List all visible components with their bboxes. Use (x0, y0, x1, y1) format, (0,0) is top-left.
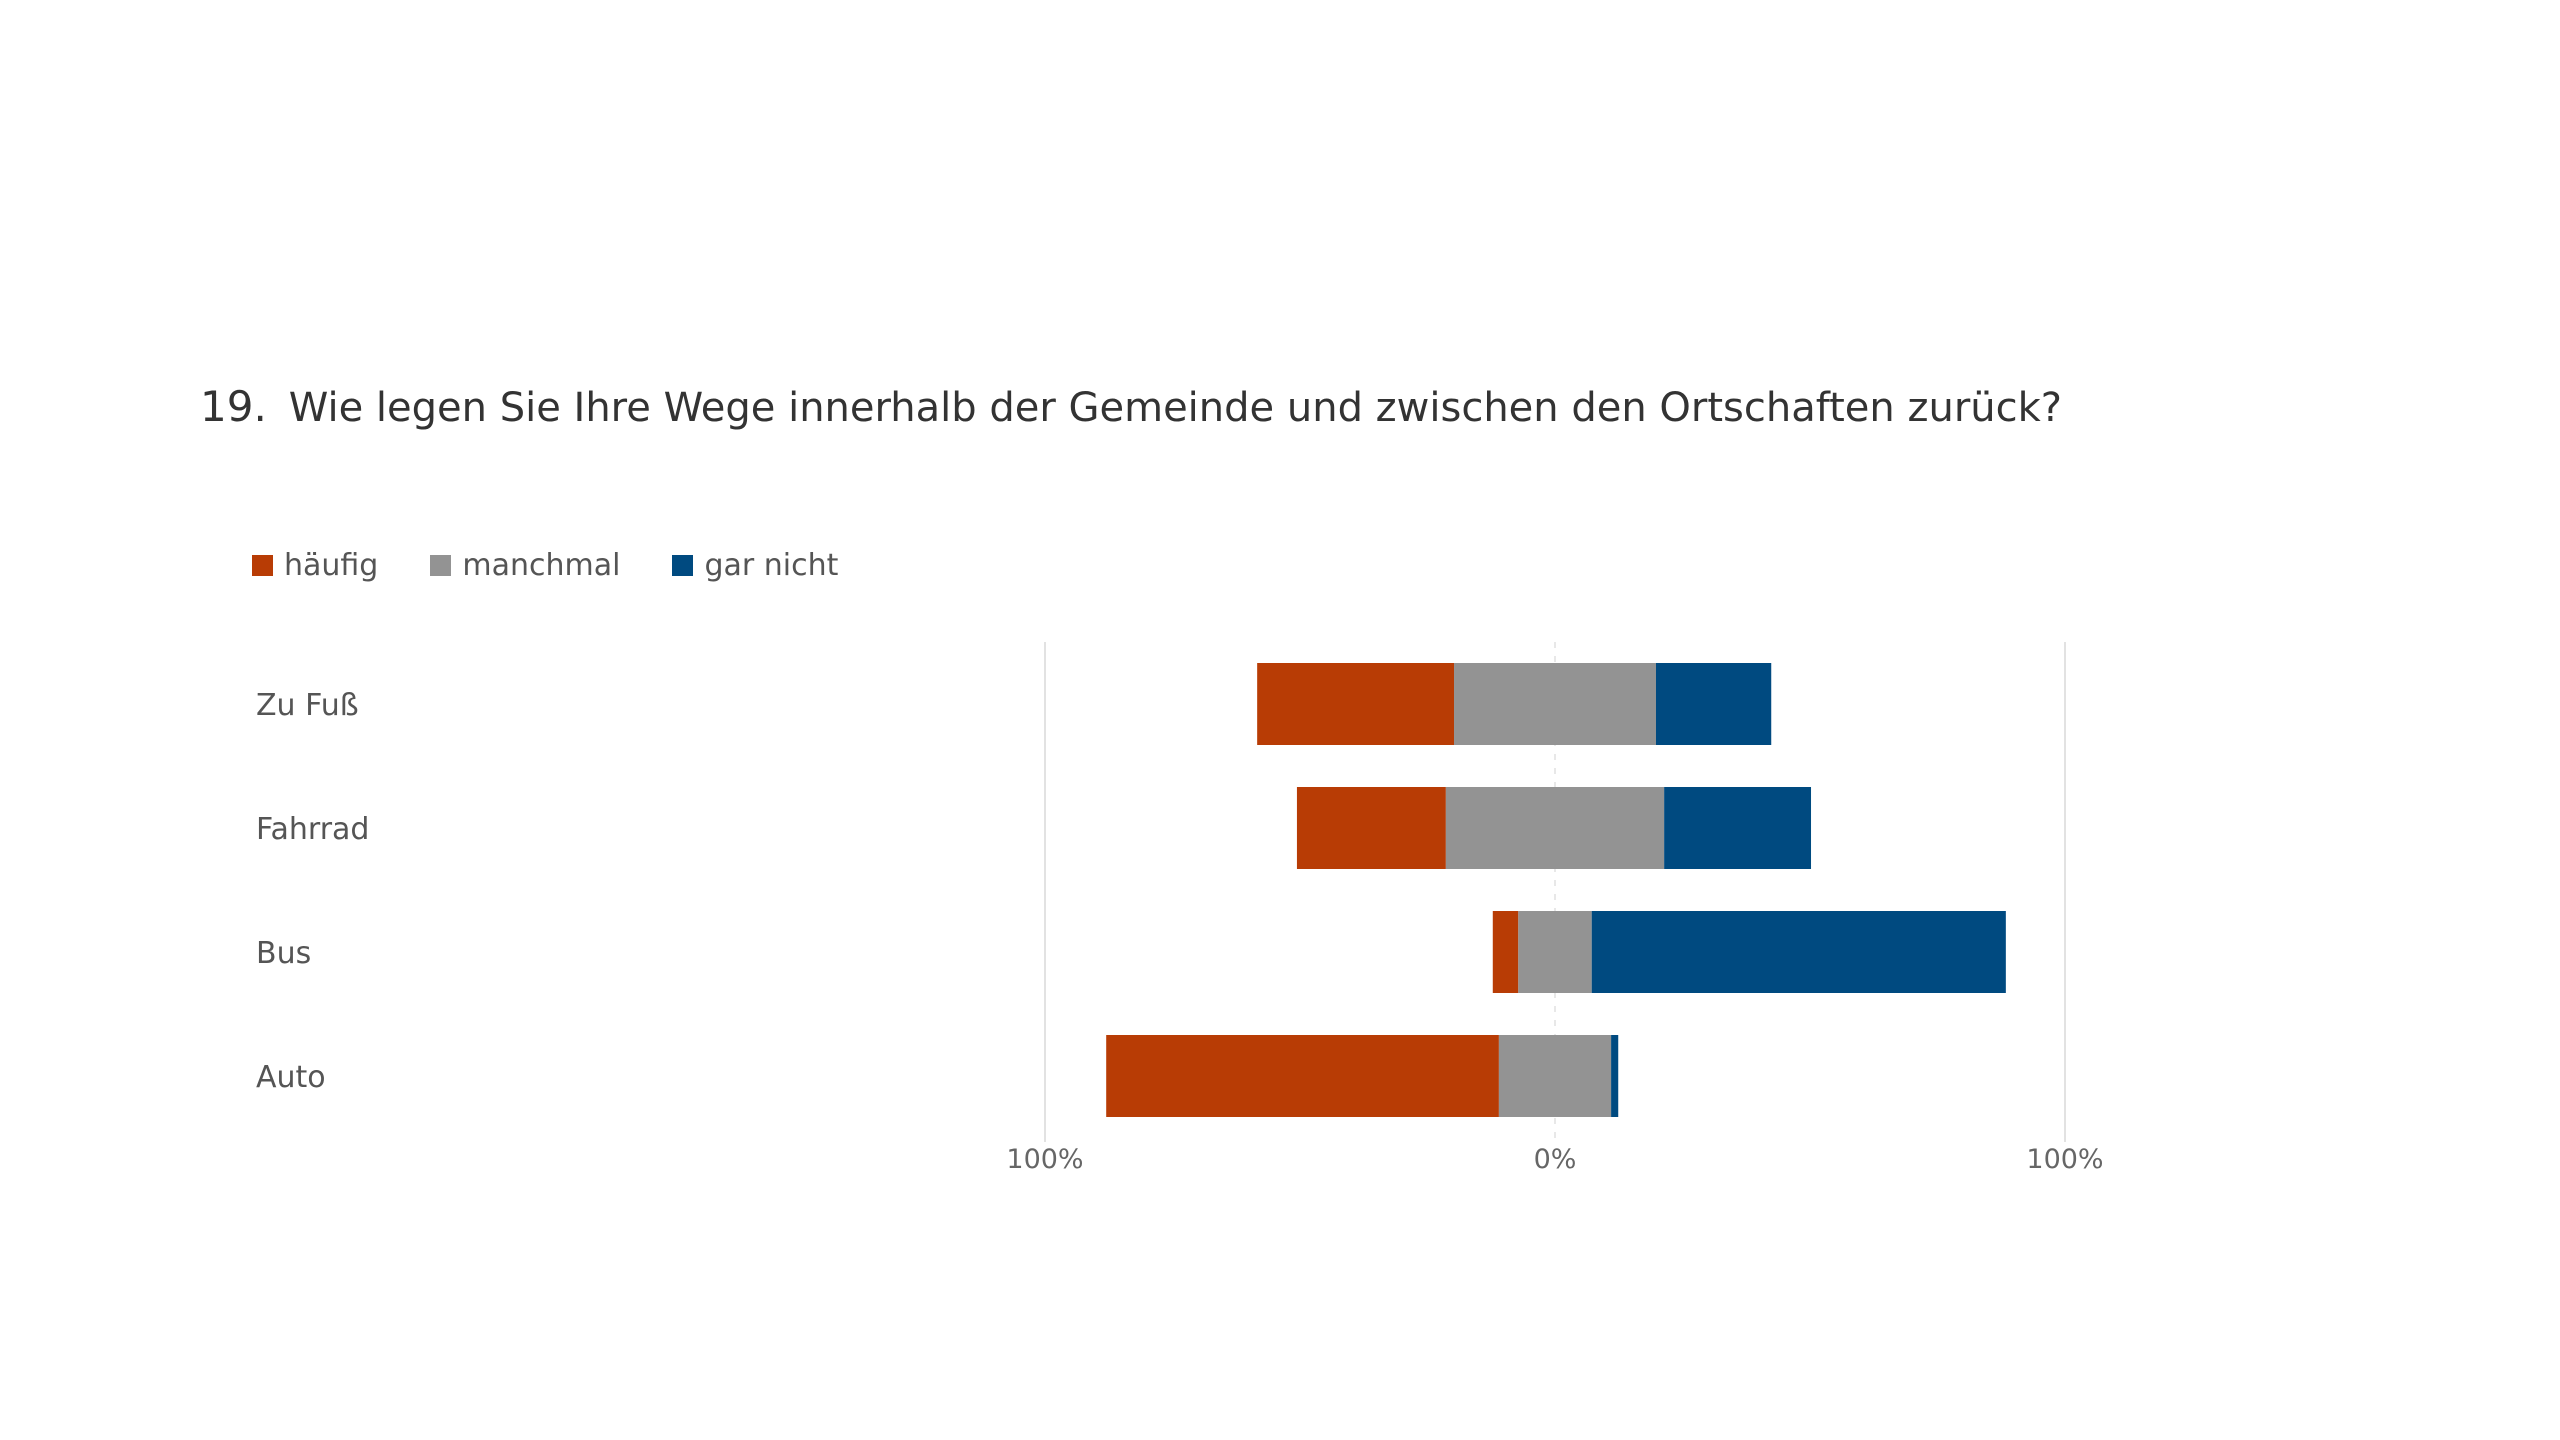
bar-zu-fuss-haeufig[interactable] (1257, 663, 1455, 745)
legend-label-manchmal: manchmal (462, 548, 621, 583)
category-label-zu-fuss: Zu Fuß (256, 688, 359, 723)
chart-legend: häufig manchmal gar nicht (252, 548, 890, 583)
question-text: Wie legen Sie Ihre Wege innerhalb der Ge… (288, 385, 2062, 431)
legend-label-haeufig: häufig (284, 548, 379, 583)
bar-fahrrad-gar-nicht[interactable] (1664, 787, 1812, 869)
bar-bus-manchmal[interactable] (1518, 911, 1592, 993)
bar-fahrrad-manchmal[interactable] (1445, 787, 1665, 869)
x-tick-label-1: 0% (1534, 1144, 1577, 1175)
bar-zu-fuss-manchmal[interactable] (1454, 663, 1656, 745)
bar-auto-haeufig[interactable] (1106, 1035, 1499, 1117)
bar-auto-gar-nicht[interactable] (1611, 1035, 1619, 1117)
bar-zu-fuss-gar-nicht[interactable] (1655, 663, 1772, 745)
legend-swatch-haeufig (252, 555, 273, 576)
x-tick-label-0: 100% (1006, 1144, 1083, 1175)
question-number: 19. (200, 382, 267, 431)
legend-item-gar-nicht[interactable]: gar nicht (672, 548, 838, 583)
legend-label-gar-nicht: gar nicht (704, 548, 839, 583)
bar-auto-manchmal[interactable] (1498, 1035, 1612, 1117)
legend-swatch-manchmal (430, 555, 452, 576)
legend-swatch-gar-nicht (672, 555, 694, 576)
x-tick-label-2: 100% (2026, 1144, 2103, 1175)
legend-item-manchmal[interactable]: manchmal (430, 548, 620, 583)
category-label-fahrrad: Fahrrad (256, 812, 369, 847)
bar-fahrrad-haeufig[interactable] (1296, 787, 1446, 869)
category-label-auto: Auto (256, 1060, 326, 1095)
legend-item-haeufig[interactable]: häufig (252, 548, 378, 583)
question-title: 19. Wie legen Sie Ihre Wege innerhalb der… (200, 382, 2062, 431)
bar-bus-gar-nicht[interactable] (1591, 911, 2006, 993)
bar-bus-haeufig[interactable] (1492, 911, 1519, 993)
category-label-bus: Bus (256, 936, 311, 971)
